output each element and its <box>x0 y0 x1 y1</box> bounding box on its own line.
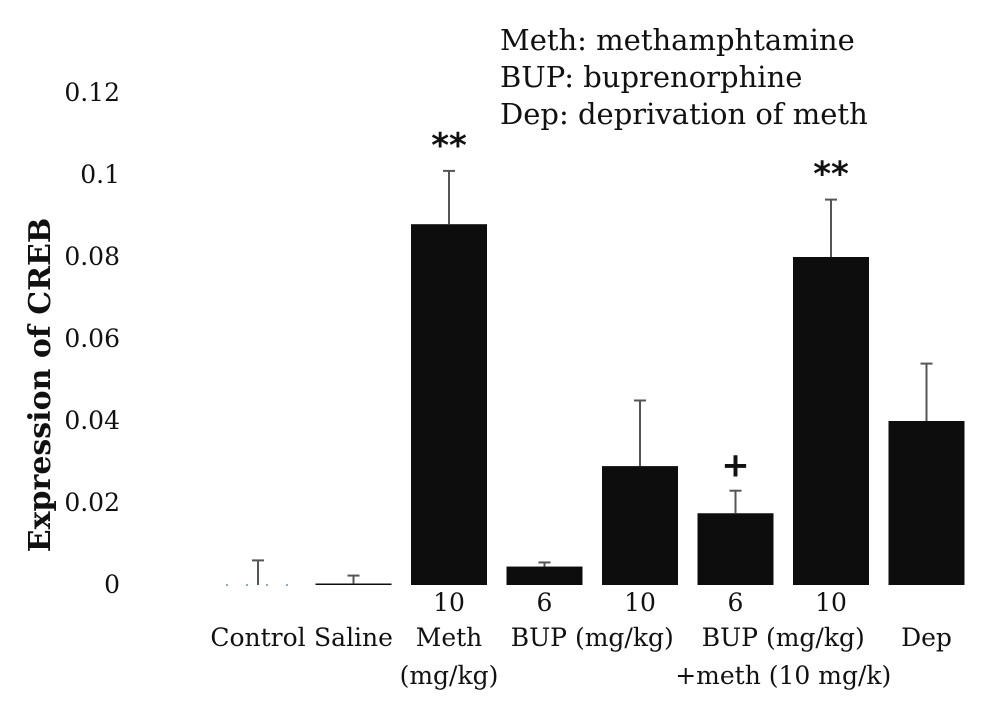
bar <box>602 466 678 585</box>
x-tick-label: Dep <box>901 623 952 652</box>
x-axis-labels: 10 6 10 6 10 Control Saline Meth BUP (mg/kg) BUP … <box>210 588 952 690</box>
legend-entry: Dep: deprivation of meth <box>500 97 868 131</box>
significance-marker: + <box>721 446 750 486</box>
y-axis-label: Expression of CREB <box>23 218 58 552</box>
error-bars <box>252 169 933 585</box>
x-tick-label: Control <box>210 623 305 652</box>
y-tick-label: 0 <box>104 570 120 599</box>
bar <box>315 583 392 585</box>
y-axis-ticks: 0 0.02 0.04 0.06 0.08 0.1 0.12 <box>64 78 120 599</box>
y-tick-label: 0.06 <box>64 324 120 353</box>
bar <box>793 257 869 585</box>
x-tick-label: 10 <box>815 588 847 617</box>
x-tick-label: (mg/kg) <box>400 661 499 690</box>
x-tick-label: BUP (mg/kg) <box>702 623 865 652</box>
x-tick-label: 10 <box>624 588 656 617</box>
x-tick-label: BUP (mg/kg) <box>511 623 674 652</box>
x-tick-label: +meth (10 mg/k) <box>675 661 891 690</box>
bar <box>888 421 965 585</box>
x-tick-label: Saline <box>314 623 393 652</box>
y-tick-label: 0.04 <box>64 406 120 435</box>
y-tick-label: 0.1 <box>80 160 120 189</box>
significance-marker: ** <box>431 126 467 166</box>
x-tick-label: Meth <box>416 623 483 652</box>
bar <box>697 513 774 585</box>
y-tick-label: 0.02 <box>64 488 120 517</box>
x-tick-label: 6 <box>728 588 744 617</box>
significance-annotations: ** + ** <box>431 126 849 486</box>
bar-series <box>226 224 965 586</box>
legend-entry: BUP: buprenorphine <box>500 60 802 94</box>
bar <box>506 566 583 585</box>
x-tick-label: 10 <box>433 588 465 617</box>
legend-entry: Meth: methamphtamine <box>500 23 855 57</box>
bar <box>411 224 487 585</box>
significance-marker: ** <box>813 155 849 195</box>
y-tick-label: 0.12 <box>64 78 120 107</box>
y-tick-label: 0.08 <box>64 242 120 271</box>
x-tick-label: 6 <box>537 588 553 617</box>
